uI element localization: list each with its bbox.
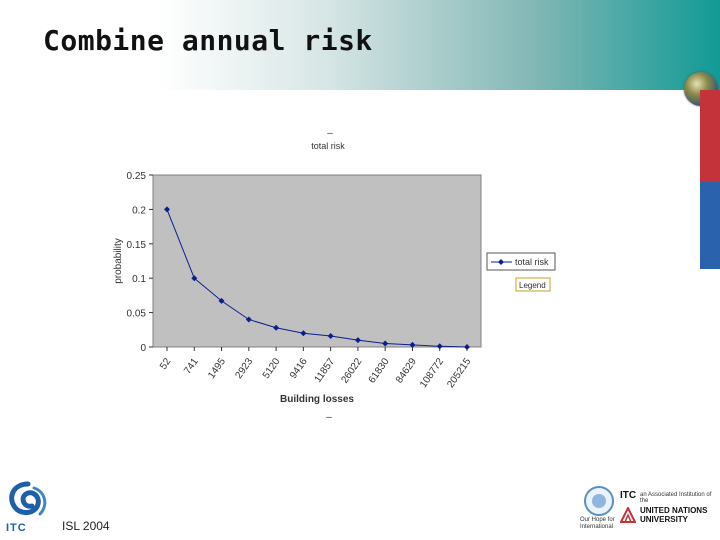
x-tick-label: 26022 bbox=[339, 356, 364, 385]
title-banner bbox=[0, 0, 720, 90]
data-point bbox=[436, 343, 443, 350]
un-caption: Our Hope for International bbox=[580, 517, 615, 530]
y-tick-label: 0.15 bbox=[127, 240, 147, 251]
y-tick-label: 0.2 bbox=[132, 205, 146, 216]
legend-box bbox=[486, 252, 556, 271]
x-tick-label: 84629 bbox=[394, 356, 419, 385]
x-axis-label-mark: – bbox=[326, 412, 332, 423]
data-point bbox=[218, 297, 225, 304]
itc-affiliation-text: an Associated Institution of the bbox=[640, 492, 712, 504]
itc-small-logo: ITC bbox=[620, 490, 637, 501]
data-point bbox=[300, 330, 307, 337]
data-point bbox=[245, 316, 252, 323]
unu-name-line2: UNIVERSITY bbox=[640, 515, 689, 524]
data-point bbox=[191, 275, 198, 282]
x-tick-label: 2923 bbox=[234, 356, 256, 381]
unu-name-line1: UNITED NATIONS bbox=[640, 506, 708, 515]
legend-caption-box bbox=[515, 277, 551, 292]
y-tick-label: 0.25 bbox=[127, 171, 147, 182]
itc-swirl-icon bbox=[9, 481, 47, 516]
x-tick-label: 5120 bbox=[261, 356, 283, 381]
data-point bbox=[327, 332, 334, 339]
legend-caption: Legend bbox=[519, 281, 546, 290]
data-point bbox=[464, 344, 470, 350]
x-tick-label: 741 bbox=[182, 356, 201, 376]
chart-title-mark: – bbox=[327, 128, 333, 139]
footer-label: ISL 2004 bbox=[62, 519, 110, 533]
slide-title: Combine annual risk bbox=[43, 24, 373, 57]
plot-area bbox=[152, 174, 482, 348]
unu-icon bbox=[620, 507, 636, 523]
legend-label: total risk bbox=[515, 257, 549, 267]
series-line bbox=[166, 209, 468, 348]
x-tick-label: 1495 bbox=[206, 356, 228, 381]
itc-logo-text: ITC bbox=[6, 522, 27, 534]
y-tick-label: 0.1 bbox=[132, 274, 146, 285]
x-tick-label: 9416 bbox=[288, 356, 310, 381]
un-emblem-icon bbox=[584, 486, 614, 516]
x-axis-label: Building losses bbox=[280, 394, 354, 405]
x-tick-label: 205215 bbox=[445, 356, 473, 390]
data-point bbox=[409, 341, 416, 348]
y-tick-label: 0.05 bbox=[127, 309, 147, 320]
partner-logos: Our Hope for International ITC an Associ… bbox=[580, 483, 718, 535]
x-tick-label: 11857 bbox=[313, 356, 338, 385]
itc-logo bbox=[4, 480, 52, 536]
data-point bbox=[382, 340, 389, 347]
accent-bar-blue bbox=[700, 182, 720, 269]
x-tick-label: 108772 bbox=[418, 356, 446, 390]
accent-bar-red bbox=[700, 90, 720, 182]
y-axis-label: probability bbox=[113, 238, 124, 284]
data-point bbox=[164, 206, 170, 213]
x-tick-label: 52 bbox=[158, 356, 174, 372]
data-point bbox=[354, 337, 361, 344]
unu-name: UNITED NATIONS UNIVERSITY bbox=[640, 506, 707, 524]
legend-marker bbox=[498, 259, 504, 265]
y-tick-label: 0 bbox=[140, 343, 146, 354]
x-tick-label: 61830 bbox=[367, 356, 392, 385]
chart-title: total risk bbox=[311, 141, 345, 151]
data-point bbox=[273, 324, 280, 331]
